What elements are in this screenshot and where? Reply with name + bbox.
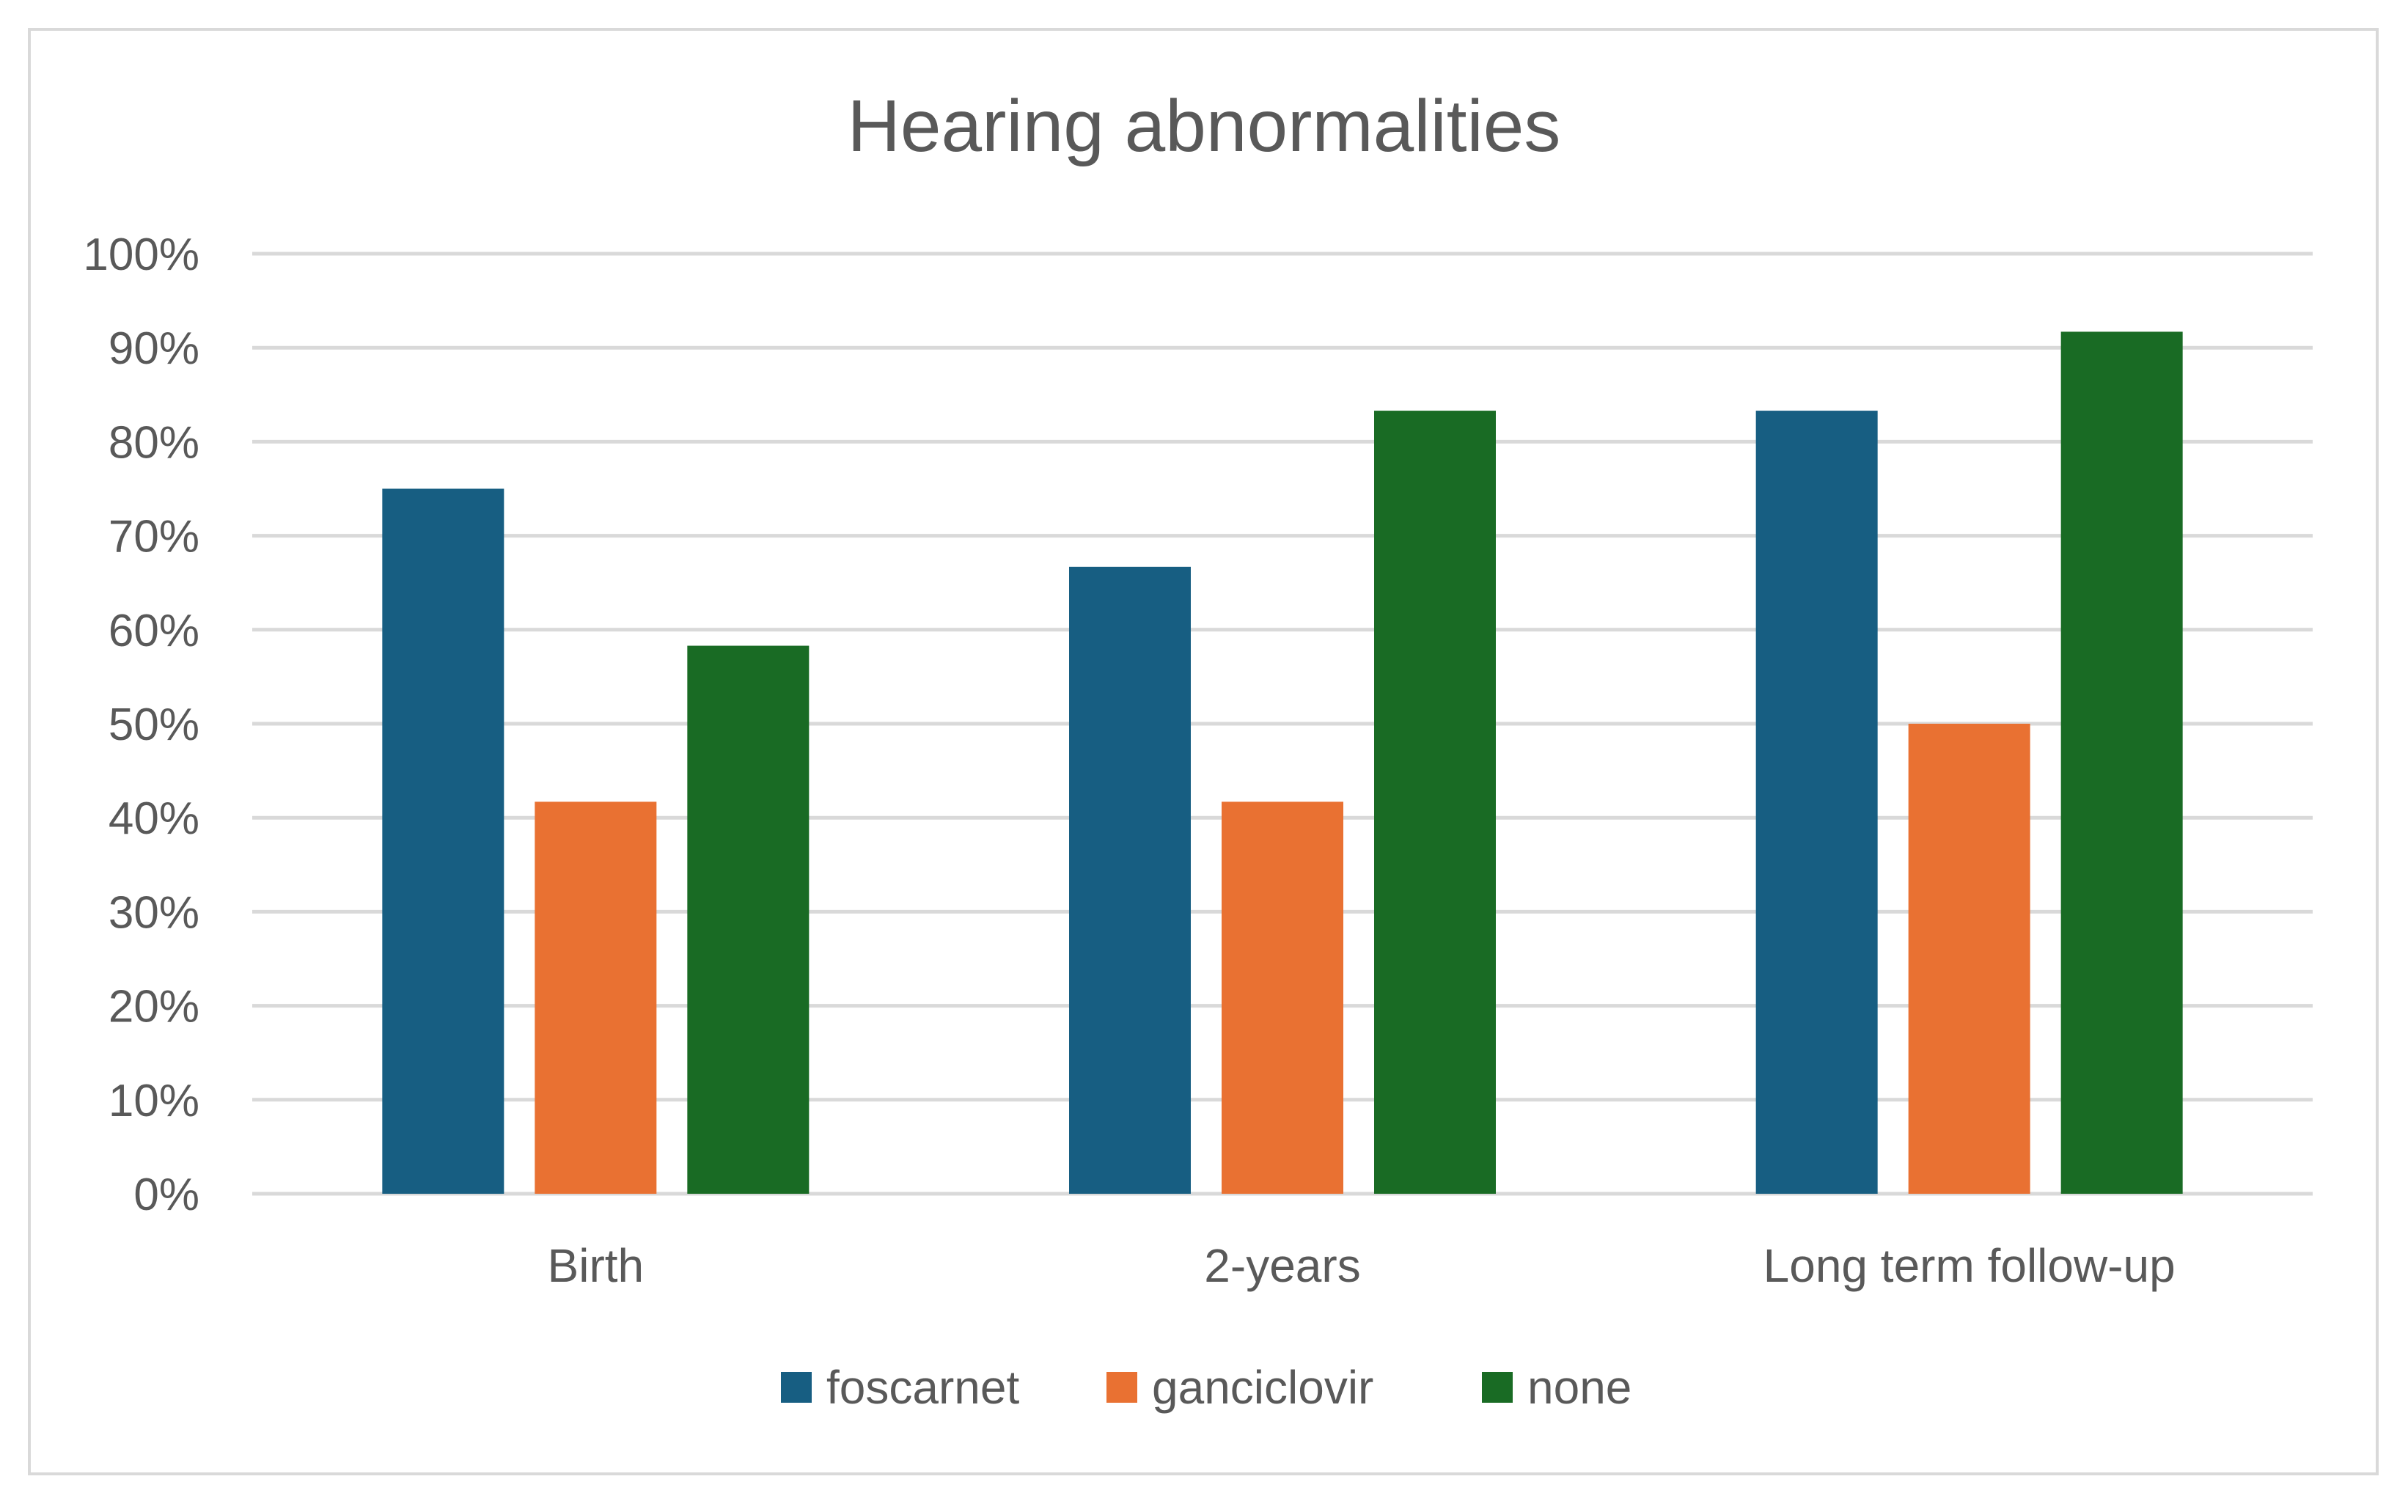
legend-label-foscarnet: foscarnet bbox=[826, 1361, 1019, 1414]
y-tick-label: 90% bbox=[109, 323, 199, 374]
bar-none-1 bbox=[1374, 411, 1496, 1194]
y-tick-label: 100% bbox=[83, 230, 199, 280]
y-tick-label: 20% bbox=[109, 982, 199, 1032]
legend-swatch-foscarnet bbox=[781, 1372, 812, 1403]
bar-ganciclovir-0 bbox=[535, 801, 657, 1194]
y-tick-label: 70% bbox=[109, 512, 199, 562]
bar-ganciclovir-1 bbox=[1222, 801, 1343, 1194]
legend-label-ganciclovir: ganciclovir bbox=[1152, 1361, 1373, 1414]
y-tick-label: 50% bbox=[109, 700, 199, 750]
y-tick-label: 40% bbox=[109, 793, 199, 844]
y-tick-label: 0% bbox=[133, 1170, 199, 1220]
bar-foscarnet-1 bbox=[1069, 566, 1191, 1194]
x-axis-categories: Birth 2-years Long term follow-up bbox=[548, 1239, 2176, 1292]
legend-swatch-none bbox=[1482, 1372, 1513, 1403]
legend-swatch-ganciclovir bbox=[1106, 1372, 1137, 1403]
y-tick-label: 80% bbox=[109, 417, 199, 468]
bar-foscarnet-2 bbox=[1755, 411, 1878, 1194]
x-category-label: 2-years bbox=[1204, 1239, 1360, 1292]
y-tick-label: 30% bbox=[109, 887, 199, 938]
bar-none-0 bbox=[687, 645, 810, 1194]
y-tick-label: 10% bbox=[109, 1076, 199, 1126]
bar-foscarnet-0 bbox=[382, 488, 504, 1194]
bar-ganciclovir-2 bbox=[1908, 724, 2030, 1194]
legend: foscarnet ganciclovir none bbox=[781, 1361, 1631, 1414]
y-tick-label: 60% bbox=[109, 606, 199, 656]
bars bbox=[382, 331, 2183, 1194]
x-category-label: Birth bbox=[548, 1239, 645, 1292]
bar-none-2 bbox=[2060, 331, 2183, 1194]
legend-label-none: none bbox=[1527, 1361, 1631, 1414]
y-axis-ticks: 0% 10% 20% 30% 40% 50% 60% 70% 80% 90% 100% bbox=[83, 230, 199, 1220]
chart-title: Hearing abnormalities bbox=[848, 85, 1561, 167]
x-category-label: Long term follow-up bbox=[1763, 1239, 2176, 1292]
